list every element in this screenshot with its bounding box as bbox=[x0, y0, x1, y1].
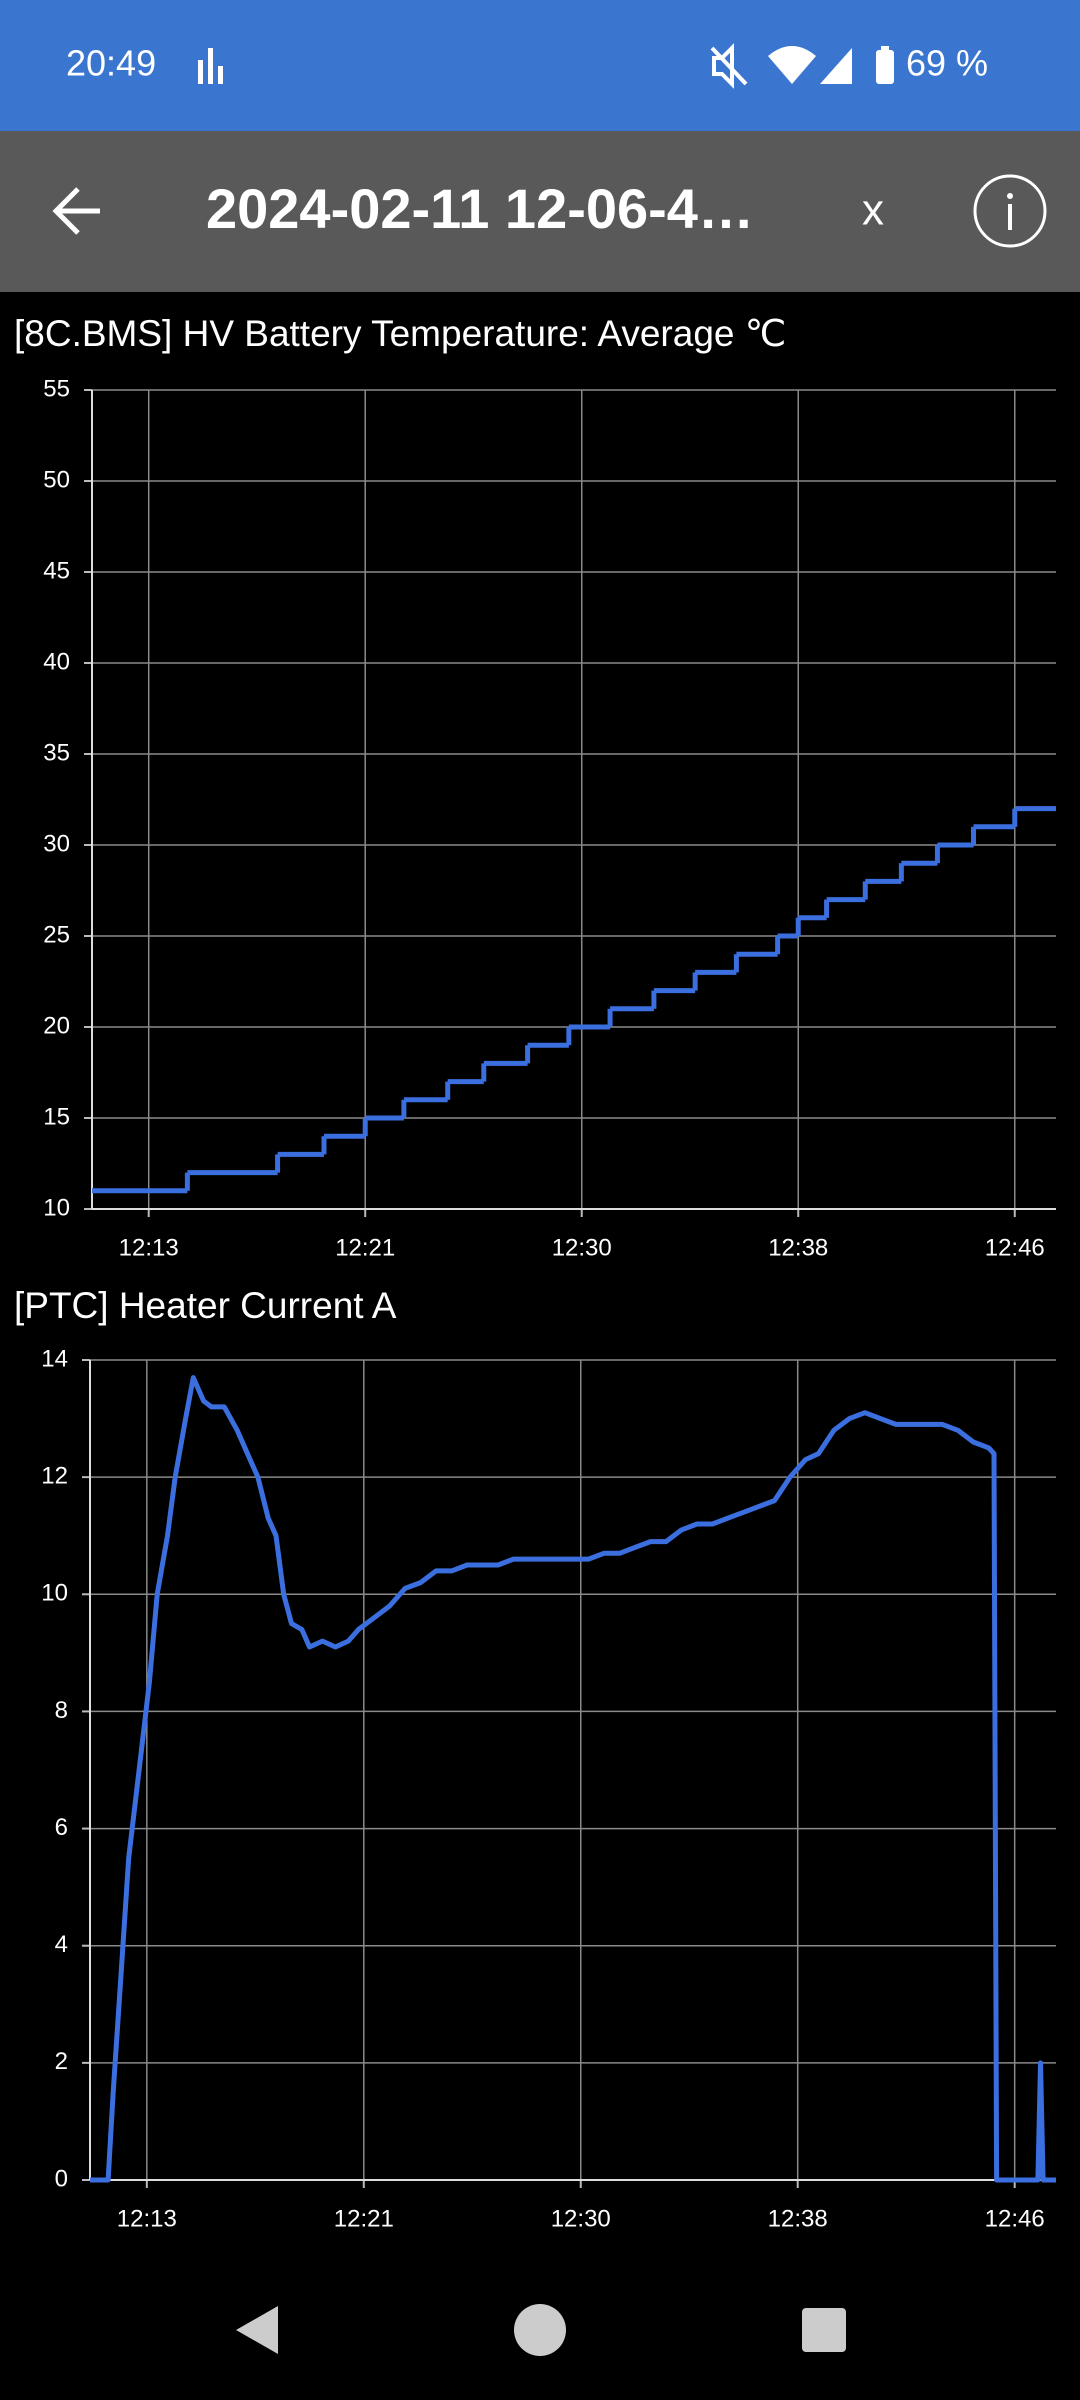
y-tick-label: 12 bbox=[41, 1462, 68, 1489]
y-tick-label: 4 bbox=[55, 1931, 68, 1958]
y-tick-label: 20 bbox=[43, 1012, 70, 1039]
close-button[interactable]: x bbox=[862, 186, 884, 235]
nav-recents[interactable] bbox=[802, 2308, 846, 2352]
y-tick-label: 55 bbox=[43, 375, 70, 402]
chart-title: [PTC] Heater Current A bbox=[14, 1285, 397, 1326]
info-button[interactable] bbox=[973, 174, 1047, 248]
y-tick-label: 15 bbox=[43, 1103, 70, 1130]
x-tick-label: 12:30 bbox=[552, 1234, 612, 1261]
nav-home[interactable] bbox=[514, 2304, 566, 2356]
nav-bar bbox=[236, 2304, 846, 2356]
y-tick-label: 6 bbox=[55, 1814, 68, 1841]
y-tick-label: 25 bbox=[43, 921, 70, 948]
x-tick-label: 12:38 bbox=[768, 2205, 828, 2232]
activity-icon bbox=[198, 48, 223, 84]
app-title: 2024-02-11 12-06-4… bbox=[206, 177, 754, 240]
y-tick-label: 0 bbox=[55, 2165, 68, 2192]
status-battery: 69 % bbox=[906, 43, 988, 84]
y-tick-label: 30 bbox=[43, 830, 70, 857]
x-tick-label: 12:46 bbox=[985, 2205, 1045, 2232]
status-time: 20:49 bbox=[66, 43, 156, 84]
y-tick-label: 10 bbox=[41, 1580, 68, 1607]
chart-title: [8C.BMS] HV Battery Temperature: Average… bbox=[14, 313, 786, 354]
x-tick-label: 12:21 bbox=[335, 1234, 395, 1261]
y-tick-label: 10 bbox=[43, 1194, 70, 1221]
y-tick-label: 40 bbox=[43, 648, 70, 675]
y-tick-label: 8 bbox=[55, 1697, 68, 1724]
x-tick-label: 12:46 bbox=[985, 1234, 1045, 1261]
x-tick-label: 12:21 bbox=[334, 2205, 394, 2232]
wifi-icon bbox=[768, 46, 816, 84]
x-tick-label: 12:13 bbox=[119, 1234, 179, 1261]
y-tick-label: 45 bbox=[43, 557, 70, 584]
mute-icon bbox=[710, 43, 748, 89]
x-tick-label: 12:13 bbox=[117, 2205, 177, 2232]
y-tick-label: 2 bbox=[55, 2048, 68, 2075]
back-button[interactable] bbox=[52, 187, 100, 235]
nav-back[interactable] bbox=[236, 2306, 278, 2354]
signal-icon bbox=[820, 48, 852, 84]
y-tick-label: 14 bbox=[41, 1345, 68, 1372]
x-tick-label: 12:38 bbox=[768, 1234, 828, 1261]
x-tick-label: 12:30 bbox=[551, 2205, 611, 2232]
battery-icon bbox=[876, 46, 894, 84]
app-bar bbox=[0, 131, 1080, 292]
status-bar bbox=[0, 0, 1080, 131]
y-tick-label: 35 bbox=[43, 739, 70, 766]
y-tick-label: 50 bbox=[43, 466, 70, 493]
data-line bbox=[90, 1375, 1056, 2183]
